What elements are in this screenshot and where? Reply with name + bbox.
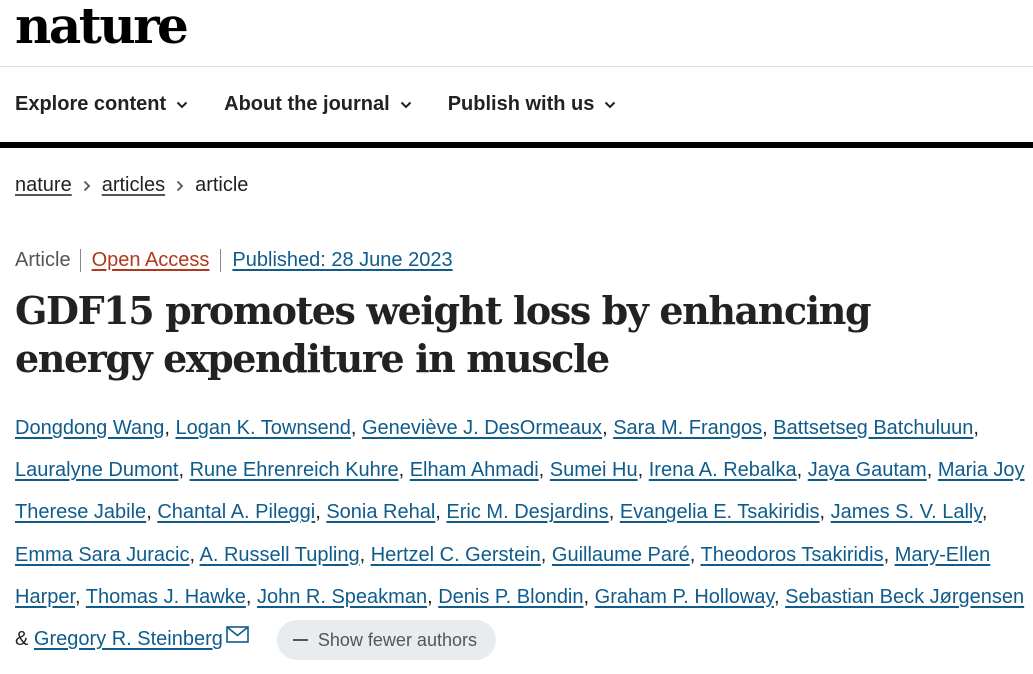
author-link[interactable]: Guillaume Paré — [551, 543, 690, 566]
author-link[interactable]: Mary-Ellen Harper — [15, 543, 991, 608]
author-separator: , — [637, 459, 649, 482]
author-link[interactable]: Jaya Gautam — [807, 459, 927, 482]
author-separator: , — [583, 585, 595, 608]
author-link[interactable]: Sumei Hu — [549, 459, 638, 482]
author-link[interactable]: Battsetseg Batchuluun — [773, 417, 974, 439]
author-separator: , — [538, 459, 550, 482]
author-separator: , — [926, 459, 938, 482]
nav-explore-content[interactable]: Explore content — [15, 93, 188, 116]
author-link[interactable]: Geneviève J. DesOrmeaux — [361, 417, 603, 439]
author-separator: , — [164, 417, 176, 439]
published-date-link[interactable]: Published: 28 June 2023 — [232, 249, 453, 271]
author-link[interactable]: Maria Joy Therese Jabile — [15, 459, 1025, 524]
author-link[interactable]: Sebastian Beck Jørgensen — [785, 585, 1025, 608]
author-separator: , — [608, 501, 620, 524]
author-link[interactable]: Eric M. Desjardins — [446, 501, 609, 524]
author-separator: , — [315, 501, 327, 524]
author-link[interactable]: Evangelia E. Tsakiridis — [619, 501, 820, 524]
author-link[interactable]: Thomas J. Hawke — [85, 585, 246, 608]
chevron-down-icon — [400, 101, 411, 108]
author-separator: , — [359, 543, 371, 566]
author-link[interactable]: Sara M. Frangos — [613, 417, 763, 439]
breadcrumb: nature articles article — [15, 174, 248, 197]
author-link[interactable]: Logan K. Townsend — [175, 417, 351, 439]
author-link[interactable]: John R. Speakman — [256, 585, 428, 608]
author-separator: , — [146, 501, 158, 524]
author-separator: , — [819, 501, 831, 524]
nav-item-label: About the journal — [224, 93, 390, 115]
nature-logo[interactable]: nature — [15, 0, 189, 55]
show-fewer-authors-button[interactable]: Show fewer authors — [276, 619, 496, 660]
author-separator: , — [973, 417, 979, 439]
author-link[interactable]: Elham Ahmadi — [409, 459, 539, 482]
author-separator: , — [178, 459, 190, 482]
article-meta: Article Open Access Published: 28 June 2… — [15, 249, 453, 272]
author-separator: , — [189, 543, 200, 566]
chevron-down-icon — [176, 101, 188, 108]
author-link[interactable]: Rune Ehrenreich Kuhre — [189, 459, 399, 482]
author-separator: , — [796, 459, 808, 482]
nav-item-label: Publish with us — [447, 93, 595, 115]
author-separator: , — [540, 543, 552, 566]
author-separator: , — [602, 417, 614, 439]
open-access-link[interactable]: Open Access — [81, 249, 222, 272]
article-title: GDF15 promotes weight loss by enhancing … — [15, 288, 872, 381]
author-separator: , — [75, 585, 86, 608]
author-link[interactable]: Lauralyne Dumont — [15, 459, 179, 482]
author-link[interactable]: Chantal A. Pileggi — [157, 501, 316, 524]
author-separator: , — [398, 459, 410, 482]
author-separator: , — [427, 585, 439, 608]
author-separator: , — [245, 585, 257, 608]
author-separator: , — [350, 417, 362, 439]
author-link[interactable]: Dongdong Wang — [15, 417, 165, 439]
nav-item-label: Explore content — [15, 93, 167, 115]
show-fewer-authors-label: Show fewer authors — [317, 629, 477, 650]
envelope-icon[interactable] — [226, 626, 249, 643]
author-link[interactable]: Sonia Rehal — [326, 501, 436, 524]
author-link[interactable]: Irena A. Rebalka — [648, 459, 797, 482]
author-link[interactable]: Graham P. Holloway — [594, 585, 774, 608]
author-separator: , — [981, 501, 988, 524]
author-link[interactable]: James S. V. Lally — [830, 501, 982, 524]
author-link[interactable]: Emma Sara Juracic — [15, 543, 190, 566]
author-link[interactable]: Denis P. Blondin — [438, 585, 584, 608]
author-separator: , — [883, 543, 895, 566]
author-link[interactable]: Hertzel C. Gerstein — [370, 543, 541, 566]
chevron-right-icon — [176, 180, 184, 191]
chevron-down-icon — [605, 101, 616, 108]
author-separator: , — [762, 417, 774, 439]
author-separator: , — [689, 543, 701, 566]
breadcrumb-articles[interactable]: articles — [101, 174, 166, 196]
author-separator: & — [15, 628, 34, 651]
author-list: Dongdong Wang, Logan K. Townsend, Genevi… — [15, 407, 1027, 660]
article-type: Article — [15, 249, 81, 272]
author-link[interactable]: Theodoros Tsakiridis — [700, 543, 884, 566]
minus-icon — [292, 638, 308, 641]
breadcrumb-nature[interactable]: nature — [15, 174, 72, 196]
nav-publish-with-us[interactable]: Publish with us — [448, 93, 617, 116]
main-nav: Explore content About the journal Publis… — [0, 67, 1033, 148]
author-link[interactable]: A. Russell Tupling — [199, 543, 360, 566]
author-separator: , — [435, 501, 447, 524]
chevron-right-icon — [83, 180, 90, 191]
breadcrumb-current: article — [195, 174, 249, 196]
author-separator: , — [773, 585, 786, 608]
nav-about-the-journal[interactable]: About the journal — [224, 93, 412, 116]
site-header: nature Explore content About the journal… — [0, 0, 1033, 148]
author-link[interactable]: Gregory R. Steinberg — [33, 628, 223, 651]
logo-bar: nature — [0, 0, 1033, 67]
